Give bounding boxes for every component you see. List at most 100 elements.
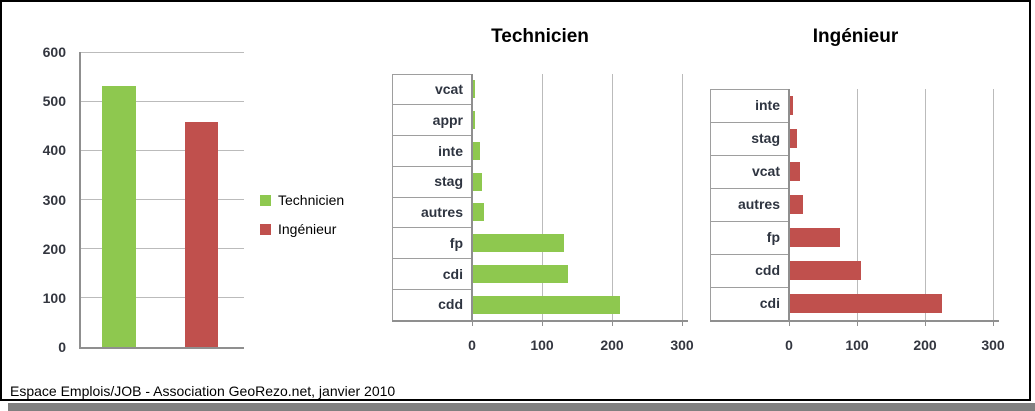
bar-autres — [790, 194, 803, 215]
bar-fp — [473, 234, 564, 253]
bar-stag — [473, 172, 483, 191]
axis-tick-300 — [682, 322, 683, 326]
category-label-cdi: cdi — [759, 295, 780, 311]
chart-legend: Technicien Ingénieur — [260, 192, 344, 250]
legend-label: Technicien — [278, 192, 345, 208]
axis-tick-100 — [857, 322, 858, 326]
bar-cdi — [790, 293, 943, 314]
category-separator — [710, 286, 789, 288]
legend-swatch-icon — [260, 223, 271, 235]
x-axis-label-0: 0 — [785, 337, 793, 353]
drop-shadow — [8, 403, 1035, 411]
y-axis-label-600: 600 — [42, 44, 66, 60]
legend-item-technicien: Technicien — [260, 192, 344, 208]
axis-tick-0 — [789, 322, 790, 326]
category-separator — [392, 73, 472, 75]
category-separator — [710, 220, 789, 222]
legend-item-ingénieur: Ingénieur — [260, 221, 344, 237]
gridline-400 — [81, 149, 244, 151]
x-axis-label-100: 100 — [845, 337, 869, 353]
category-label-vcat: vcat — [434, 81, 463, 97]
category-separator — [392, 288, 472, 290]
gridline-600 — [81, 51, 244, 53]
report-frame: Technicien Ingénieur 0 100 200 300 400 500 600… — [0, 0, 1031, 401]
bar-vcat — [790, 161, 801, 182]
source-caption: Espace Emplois/JOB - Association GeoRezo… — [10, 383, 396, 399]
category-axis — [788, 89, 790, 320]
category-label-appr: appr — [432, 111, 463, 128]
technicien-bar-chart: 0 100 200 300 vcat appr inte stag autres fp cdi cdd — [2, 2, 1029, 399]
category-separator — [392, 258, 472, 259]
technicien-chart-title: Technicien — [491, 26, 589, 47]
gridline-200 — [612, 74, 613, 320]
bar-appr — [473, 111, 476, 130]
category-separator — [392, 165, 472, 167]
x-axis-label-100: 100 — [530, 337, 554, 353]
bar-fp — [790, 227, 840, 248]
bar-vcat — [473, 80, 476, 99]
category-separator — [710, 121, 789, 123]
category-label-stag: stag — [434, 173, 463, 190]
bar-cdd — [473, 295, 620, 314]
category-label-cdi: cdi — [442, 265, 463, 282]
category-separator — [710, 88, 789, 90]
category-separator — [710, 154, 789, 156]
y-axis-label-100: 100 — [42, 289, 66, 306]
value-axis — [710, 320, 999, 322]
bar-cdd — [790, 260, 861, 281]
x-axis-label-300: 300 — [981, 337, 1005, 353]
category-label-inte: inte — [755, 97, 780, 113]
bar-technicien — [102, 86, 136, 347]
category-label-cdd: cdd — [438, 296, 463, 313]
column-plot-area — [79, 51, 244, 349]
axis-tick-100 — [542, 322, 543, 326]
category-label-autres: autres — [420, 204, 463, 220]
axis-tick-0 — [472, 322, 473, 326]
bar-inte — [473, 141, 480, 160]
x-axis-label-200: 200 — [600, 337, 624, 353]
y-axis-label-500: 500 — [42, 93, 66, 110]
ingenieur-bar-chart: 0 100 200 300 inte stag vcat autres fp cdd cdi — [2, 2, 1029, 399]
y-axis-label-400: 400 — [42, 142, 66, 159]
x-axis-label-300: 300 — [670, 337, 694, 353]
axis-tick-300 — [993, 322, 994, 326]
legend-label: Ingénieur — [278, 221, 337, 237]
category-label-fp: fp — [449, 234, 463, 251]
gridline-500 — [81, 100, 244, 102]
category-label-vcat: vcat — [751, 163, 780, 179]
category-label-cdd: cdd — [755, 262, 780, 278]
category-label-fp: fp — [766, 229, 780, 245]
category-label-inte: inte — [438, 142, 463, 159]
y-axis-label-0: 0 — [58, 339, 66, 355]
category-separator — [392, 227, 472, 229]
category-label-autres: autres — [737, 196, 780, 212]
y-axis-label-300: 300 — [42, 191, 66, 208]
gridline-100 — [542, 74, 543, 320]
axis-tick-200 — [612, 322, 613, 326]
value-axis — [392, 320, 688, 322]
gridline-200 — [81, 248, 244, 250]
category-separator — [710, 253, 789, 255]
totals-column-chart: 0 100 200 300 400 500 600 — [2, 2, 1029, 399]
category-separator — [392, 196, 472, 198]
category-separator — [392, 104, 472, 106]
axis-tick-200 — [925, 322, 926, 326]
legend-swatch-icon — [260, 194, 271, 206]
bar-ingénieur — [185, 121, 218, 347]
bar-autres — [473, 203, 484, 222]
category-box-border — [710, 89, 711, 320]
gridline-100 — [857, 89, 858, 320]
bar-inte — [790, 95, 793, 116]
gridline-300 — [682, 74, 683, 320]
category-axis — [471, 74, 473, 320]
x-axis-label-200: 200 — [913, 337, 937, 353]
category-separator — [710, 187, 789, 189]
gridline-100 — [81, 297, 244, 299]
category-separator — [392, 135, 472, 136]
x-axis-label-0: 0 — [468, 337, 476, 353]
category-label-stag: stag — [751, 130, 780, 146]
gridline-300 — [81, 199, 244, 200]
gridline-300 — [993, 89, 994, 320]
bar-stag — [790, 128, 797, 149]
